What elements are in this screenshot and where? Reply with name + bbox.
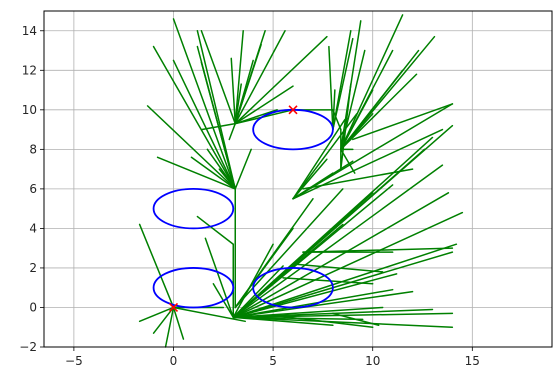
markers	[168, 105, 298, 313]
tree-edge	[196, 215, 235, 245]
obstacles	[152, 108, 334, 309]
y-tick-label: 6	[29, 182, 37, 196]
obstacle-ellipse	[152, 187, 235, 230]
tree-edge	[302, 168, 414, 190]
tree-edge	[138, 223, 175, 309]
tree-edge	[292, 158, 328, 200]
tree-edge	[200, 30, 236, 125]
tree-edge	[234, 227, 294, 309]
tree-edge	[232, 243, 274, 319]
tree-edge	[232, 306, 384, 319]
tree-edge	[234, 30, 286, 125]
tree-edge	[232, 211, 464, 319]
start-marker	[168, 302, 179, 313]
goal-marker	[288, 105, 298, 115]
tree-edge	[232, 316, 286, 321]
tree-edge	[332, 312, 380, 327]
y-tick-label: 2	[29, 261, 37, 275]
tree-edge	[340, 14, 404, 151]
tree-edge	[172, 306, 246, 323]
tree-edge	[200, 122, 236, 131]
tree-edge	[232, 273, 398, 319]
tree-edge	[232, 192, 450, 319]
tree-edge	[234, 148, 252, 190]
tree-edge	[230, 57, 236, 125]
tree-edge	[232, 290, 414, 319]
tree-edge	[172, 59, 236, 190]
tree-edge	[152, 45, 236, 190]
tree-edge	[282, 277, 374, 285]
tree-edges	[138, 14, 464, 348]
tree-edge	[156, 156, 236, 190]
tree-edge	[146, 105, 236, 190]
x-tick-label: 5	[269, 354, 277, 368]
tree-edge	[272, 314, 374, 328]
y-axis: −2 0 2 4 6 8 10 12 14	[19, 24, 44, 354]
plot-frame	[43, 10, 553, 348]
tree-edge	[232, 251, 454, 319]
y-tick-label: −2	[19, 340, 37, 354]
tree-edge	[228, 122, 236, 141]
tree-edge	[234, 83, 242, 125]
y-tick-label: 12	[22, 63, 37, 77]
tree-edge	[196, 30, 236, 190]
tree-edge	[190, 156, 236, 190]
y-tick-label: 10	[22, 103, 37, 117]
plot-background	[44, 11, 552, 347]
tree-edge	[232, 164, 444, 319]
tree-edge	[234, 85, 294, 125]
tree-edge	[340, 49, 366, 151]
tree-edge	[332, 37, 354, 131]
tree-edge	[292, 263, 384, 273]
tree-edge	[292, 118, 346, 200]
y-tick-label: 0	[29, 300, 37, 314]
tree-edge	[340, 49, 394, 151]
tree-edge	[204, 237, 235, 319]
tree-edge	[328, 45, 334, 131]
tree-edge	[164, 306, 175, 348]
tree-edge	[234, 59, 254, 125]
tree-edge	[232, 223, 344, 319]
obstacle-ellipse	[252, 267, 334, 309]
tree-edge	[138, 306, 175, 323]
tree-edge	[352, 103, 454, 141]
y-tick-label: 14	[22, 24, 37, 38]
tree-edge	[340, 20, 362, 151]
tree-edge	[218, 168, 236, 190]
tree-edge	[232, 288, 394, 319]
tree-edge	[340, 113, 374, 151]
tree-edge	[234, 30, 244, 125]
tree-edge	[292, 172, 334, 200]
tree-edge	[232, 265, 284, 319]
tree-edge	[234, 35, 328, 125]
tree-edge	[172, 18, 236, 190]
obstacle-ellipse	[152, 267, 235, 309]
y-tick-label: 4	[29, 221, 37, 235]
tree-edge	[172, 306, 185, 340]
tree-edge	[332, 89, 336, 131]
x-tick-label: 10	[365, 354, 380, 368]
tree-edge	[340, 73, 418, 151]
tree-edge	[340, 148, 356, 174]
tree-edge	[340, 35, 436, 151]
x-tick-label: −5	[65, 354, 83, 368]
tree-edge	[292, 128, 444, 200]
y-tick-label: 8	[29, 142, 37, 156]
x-tick-label: 0	[170, 354, 178, 368]
x-tick-label: 15	[465, 354, 480, 368]
tree-edge	[232, 243, 458, 319]
x-axis: −5 0 5 10 15	[65, 347, 480, 368]
